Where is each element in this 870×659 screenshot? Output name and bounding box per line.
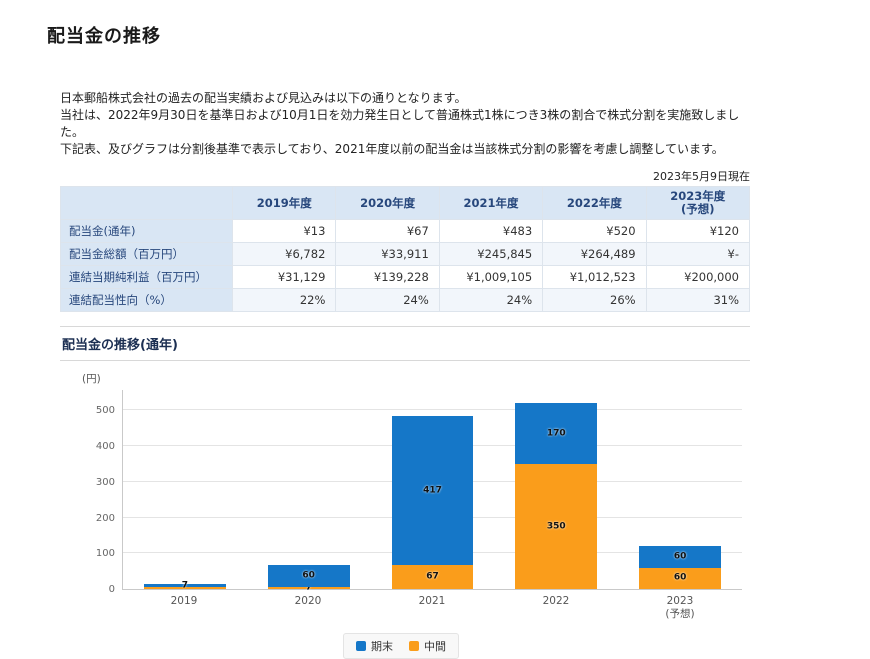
- table-cell: ¥13: [231, 219, 337, 243]
- bar-segment-interim: 7: [267, 583, 350, 592]
- bar-slot: 350 170: [494, 390, 618, 589]
- table-header-row: 2019年度 2020年度 2021年度 2022年度 2023年度 (予想): [60, 186, 751, 220]
- y-tick-label: 0: [108, 584, 115, 595]
- x-axis-label: 2023 (予想): [665, 595, 695, 620]
- bar-value-label: 60: [673, 551, 687, 562]
- table-cell: ¥120: [645, 219, 751, 243]
- legend-item: 期末: [356, 638, 393, 654]
- intro-line: 日本郵船株式会社の過去の配当実績および見込みは以下の通りとなります。: [60, 91, 467, 105]
- table-cell: 26%: [542, 288, 647, 312]
- y-tick-label: 500: [95, 405, 115, 417]
- bar-value-label: 417: [423, 485, 442, 496]
- x-axis-label: 2021: [418, 595, 446, 607]
- table-cell: ¥200,000: [645, 265, 751, 289]
- year-column-header: 2022年度: [542, 186, 647, 220]
- x-axis-label: 2019: [170, 595, 198, 607]
- table-cell: ¥6,782: [231, 242, 337, 266]
- x-axis-label: 2020: [294, 595, 322, 607]
- table-cell: ¥-: [645, 242, 751, 266]
- legend-label: 期末: [371, 640, 393, 653]
- bar-value-label: 170: [546, 428, 566, 439]
- bar-slot: 7: [123, 390, 247, 590]
- legend-item: 中間: [409, 638, 446, 654]
- table-cell: 24%: [335, 288, 440, 312]
- y-tick-label: 100: [95, 548, 115, 560]
- table-cell: ¥1,009,105: [438, 265, 544, 289]
- table-cell: ¥31,129: [231, 265, 337, 289]
- dividend-table: 2019年度 2020年度 2021年度 2022年度 2023年度 (予想) 配当金(通…: [60, 186, 751, 312]
- table-cell: ¥1,012,523: [542, 265, 647, 289]
- stacked-bar: 7 60: [267, 565, 350, 592]
- stacked-bar: 7: [144, 581, 226, 590]
- bar-segment-year-end: 60: [267, 565, 350, 587]
- bar-segment-year-end: 170: [515, 403, 598, 464]
- bar-value-label: 350: [546, 521, 566, 531]
- table-cell: ¥139,228: [335, 265, 440, 289]
- x-axis-label: 2022: [542, 595, 570, 607]
- y-tick-label: 200: [95, 512, 115, 524]
- content: 日本郵船株式会社の過去の配当実績および見込みは以下の通りとなります。当社は、20…: [60, 90, 751, 659]
- row-label: 連結配当性向（%）: [60, 288, 233, 312]
- bar-segment-year-end: 7: [144, 581, 226, 590]
- y-tick-label: 400: [95, 441, 115, 453]
- dividend-chart: (円) 0 100 200 300 400 500 7 7 60 67 417 350 170 60 60 …: [60, 371, 750, 659]
- table-row: 配当金総額（百万円） ¥6,782 ¥33,911 ¥245,845 ¥264,489 ¥…: [60, 242, 751, 266]
- corner-cell: [60, 186, 233, 220]
- page-title: 配当金の推移: [47, 26, 161, 47]
- legend-label: 中間: [424, 640, 446, 653]
- bar-segment-year-end: 60: [639, 546, 721, 568]
- stacked-bar: 60 60: [639, 546, 721, 589]
- bar-value-label: 67: [426, 571, 439, 582]
- table-cell: ¥520: [542, 219, 647, 243]
- table-cell: 22%: [231, 288, 337, 312]
- bar-segment-interim: 67: [391, 565, 474, 589]
- row-label: 配当金総額（百万円）: [60, 242, 233, 266]
- chart-legend: 期末 中間: [343, 633, 459, 659]
- bar-segment-interim: 60: [639, 567, 721, 589]
- year-column-header: 2023年度 (予想): [645, 186, 751, 220]
- stacked-bar: 67 417: [391, 416, 474, 589]
- legend-swatch: [356, 641, 366, 651]
- intro-line: 下記表、及びグラフは分割後基準で表示しており、2021年度以前の配当金は当該株式…: [60, 142, 724, 156]
- row-label: 連結当期純利益（百万円）: [60, 265, 233, 289]
- year-column-header: 2020年度: [335, 186, 440, 220]
- chart-section-title: 配当金の推移(通年): [60, 326, 750, 361]
- table-cell: 24%: [438, 288, 544, 312]
- y-axis-unit-label: (円): [82, 373, 101, 385]
- bar-segment-interim: [144, 586, 226, 589]
- stacked-bar: 350 170: [515, 403, 598, 589]
- legend-swatch: [409, 641, 419, 651]
- as-of-date: 2023年5月9日現在: [653, 170, 750, 183]
- table-row: 連結配当性向（%） 22% 24% 24% 26% 31%: [60, 288, 751, 312]
- bar-segment-year-end: 417: [391, 416, 474, 566]
- table-cell: ¥67: [335, 219, 440, 243]
- table-cell: ¥264,489: [542, 242, 647, 266]
- table-row: 連結当期純利益（百万円） ¥31,129 ¥139,228 ¥1,009,105 ¥1,…: [60, 265, 751, 289]
- bars-layer: 7 7 60 67 417 350 170 60 60: [123, 390, 742, 592]
- y-tick-label: 300: [95, 476, 115, 488]
- bar-segment-interim: 350: [515, 464, 598, 589]
- bar-slot: 60 60: [618, 390, 742, 589]
- table-cell: ¥483: [438, 219, 544, 243]
- intro-line: 当社は、2022年9月30日を基準日および10月1日を効力発生日として普通株式1…: [60, 108, 740, 139]
- bar-slot: 7 60: [247, 390, 371, 592]
- intro-text: 日本郵船株式会社の過去の配当実績および見込みは以下の通りとなります。当社は、20…: [60, 90, 750, 158]
- x-axis: 2019 2020 2021 2022 2023 (予想): [122, 595, 742, 621]
- table-cell: 31%: [645, 288, 751, 312]
- bar-value-label: 60: [673, 572, 687, 583]
- plot-area: 0 100 200 300 400 500 7 7 60 67 417 350 170 60 60: [96, 390, 742, 595]
- table-row: 配当金(通年) ¥13 ¥67 ¥483 ¥520 ¥120: [60, 219, 751, 243]
- table-cell: ¥245,845: [438, 242, 544, 266]
- row-label: 配当金(通年): [60, 219, 233, 243]
- year-column-header: 2019年度: [231, 186, 337, 220]
- table-cell: ¥33,911: [335, 242, 440, 266]
- year-column-header: 2021年度: [438, 186, 544, 220]
- gridline: [123, 409, 742, 411]
- bar-slot: 67 417: [371, 390, 495, 589]
- bar-value-label: 60: [302, 570, 315, 581]
